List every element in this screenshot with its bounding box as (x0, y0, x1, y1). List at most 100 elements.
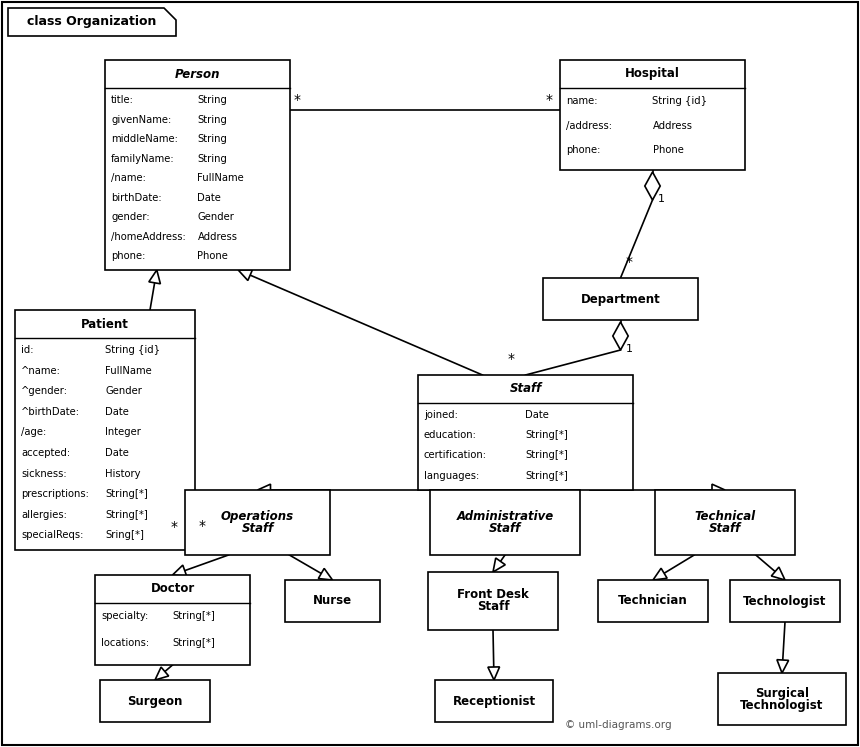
Text: name:: name: (566, 96, 598, 106)
Polygon shape (653, 568, 667, 580)
Polygon shape (712, 484, 725, 496)
Text: String {id}: String {id} (653, 96, 708, 106)
Text: Front Desk: Front Desk (458, 589, 529, 601)
Polygon shape (8, 8, 176, 36)
Text: Phone: Phone (653, 146, 684, 155)
Text: *: * (199, 519, 206, 533)
Text: Technical: Technical (694, 510, 756, 523)
Text: title:: title: (111, 95, 134, 105)
Text: /name:: /name: (111, 173, 146, 183)
Text: Technologist: Technologist (740, 698, 824, 711)
Text: ^gender:: ^gender: (21, 386, 68, 396)
Text: certification:: certification: (424, 450, 487, 460)
Text: Gender: Gender (198, 212, 235, 223)
Text: familyName:: familyName: (111, 154, 175, 164)
Text: id:: id: (21, 345, 34, 355)
Text: specialReqs:: specialReqs: (21, 530, 83, 540)
Text: Date: Date (198, 193, 221, 202)
Text: *: * (171, 519, 178, 533)
Text: /age:: /age: (21, 427, 46, 438)
Text: String: String (198, 134, 227, 144)
Text: Technologist: Technologist (743, 595, 826, 607)
Text: String[*]: String[*] (173, 611, 215, 621)
Polygon shape (771, 567, 785, 580)
Text: Operations: Operations (221, 510, 294, 523)
Text: Staff: Staff (509, 382, 542, 395)
Bar (718, 673, 846, 725)
Text: String[*]: String[*] (525, 430, 568, 440)
Text: accepted:: accepted: (21, 448, 71, 458)
Text: Technician: Technician (618, 595, 688, 607)
Text: languages:: languages: (424, 471, 479, 481)
Text: Gender: Gender (105, 386, 142, 396)
Bar (100, 680, 210, 722)
Polygon shape (257, 484, 271, 496)
Bar (560, 60, 745, 170)
Text: String[*]: String[*] (525, 471, 568, 481)
Text: String {id}: String {id} (105, 345, 160, 355)
Text: © uml-diagrams.org: © uml-diagrams.org (565, 720, 672, 730)
Text: FullName: FullName (105, 366, 151, 376)
Text: *: * (507, 352, 514, 366)
Text: Staff: Staff (242, 522, 273, 535)
Polygon shape (238, 270, 253, 281)
Text: String[*]: String[*] (105, 489, 148, 499)
Text: Patient: Patient (81, 317, 129, 330)
Text: String: String (198, 114, 227, 125)
Bar (435, 680, 553, 722)
Bar (105, 60, 290, 270)
Text: String[*]: String[*] (105, 509, 148, 520)
Text: joined:: joined: (424, 410, 458, 420)
Bar (730, 580, 840, 622)
Text: Staff: Staff (488, 522, 521, 535)
Text: Hospital: Hospital (625, 67, 680, 81)
Text: phone:: phone: (566, 146, 600, 155)
Text: class Organization: class Organization (28, 16, 157, 28)
Text: allergies:: allergies: (21, 509, 67, 520)
Text: Staff: Staff (709, 522, 741, 535)
Text: *: * (294, 93, 301, 107)
Text: middleName:: middleName: (111, 134, 178, 144)
Text: Sring[*]: Sring[*] (105, 530, 144, 540)
Polygon shape (488, 667, 500, 680)
Polygon shape (777, 660, 789, 673)
Polygon shape (318, 568, 333, 580)
Text: *: * (546, 93, 553, 107)
Text: Integer: Integer (105, 427, 141, 438)
Bar (428, 572, 558, 630)
Polygon shape (493, 558, 506, 572)
Text: Person: Person (175, 67, 220, 81)
Text: Receptionist: Receptionist (452, 695, 536, 707)
Bar (285, 580, 380, 622)
Text: specialty:: specialty: (101, 611, 148, 621)
Text: Doctor: Doctor (150, 583, 194, 595)
Polygon shape (645, 172, 660, 200)
Text: sickness:: sickness: (21, 468, 66, 479)
Text: birthDate:: birthDate: (111, 193, 162, 202)
Text: Phone: Phone (198, 252, 229, 261)
Bar (418, 375, 633, 490)
Text: gender:: gender: (111, 212, 150, 223)
Text: String[*]: String[*] (173, 638, 215, 648)
Text: Nurse: Nurse (313, 595, 352, 607)
Polygon shape (505, 484, 518, 496)
Text: 1: 1 (658, 194, 665, 204)
Text: ^name:: ^name: (21, 366, 61, 376)
Text: 1: 1 (625, 344, 632, 354)
Bar (655, 490, 795, 555)
Text: FullName: FullName (198, 173, 244, 183)
Bar (95, 575, 250, 665)
Bar (543, 278, 698, 320)
Text: String: String (198, 154, 227, 164)
Polygon shape (155, 667, 169, 680)
Text: History: History (105, 468, 140, 479)
Text: Department: Department (580, 293, 660, 306)
Text: Address: Address (653, 120, 692, 131)
Bar (430, 490, 580, 555)
Text: /homeAddress:: /homeAddress: (111, 232, 186, 242)
Polygon shape (149, 270, 160, 284)
Text: locations:: locations: (101, 638, 149, 648)
Text: Staff: Staff (476, 601, 509, 613)
Text: phone:: phone: (111, 252, 145, 261)
Polygon shape (173, 565, 187, 576)
